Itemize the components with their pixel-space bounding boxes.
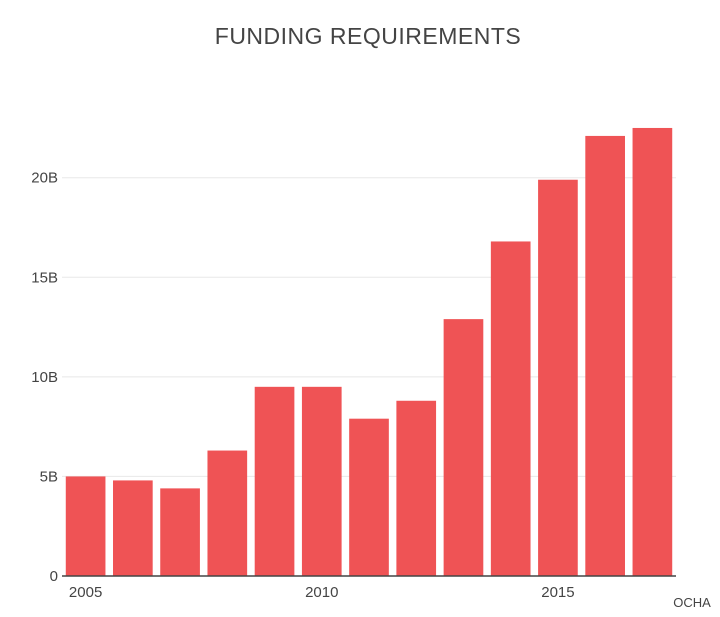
y-tick-label: 10B: [31, 369, 58, 386]
bars: [65, 127, 673, 577]
x-tick-label: 2015: [541, 584, 574, 601]
source-label: OCHA: [673, 595, 711, 610]
bar-2005: [65, 476, 106, 576]
chart-title: FUNDING REQUIREMENTS: [215, 23, 521, 49]
y-tick-label: 15B: [31, 269, 58, 286]
bar-2007: [160, 488, 200, 576]
x-tick-label: 2010: [305, 584, 338, 601]
bar-2008: [207, 450, 248, 576]
bar-2016: [585, 135, 625, 576]
bar-2017: [632, 127, 673, 577]
bar-2011: [349, 418, 389, 576]
bar-2014: [490, 241, 531, 576]
y-tick-label: 5B: [40, 468, 58, 485]
x-axis-ticks: 2005 2010 2015: [69, 584, 575, 601]
bar-2015: [538, 179, 578, 576]
bar-2012: [396, 400, 437, 576]
bar-2013: [443, 319, 484, 576]
y-axis-ticks: 0 5B 10B 15B 20B: [31, 170, 58, 585]
bar-2006: [113, 480, 153, 576]
bar-2009: [254, 386, 295, 576]
bar-2010: [301, 386, 342, 576]
x-tick-label: 2005: [69, 584, 102, 601]
y-tick-label: 20B: [31, 170, 58, 187]
y-tick-label: 0: [50, 568, 58, 585]
